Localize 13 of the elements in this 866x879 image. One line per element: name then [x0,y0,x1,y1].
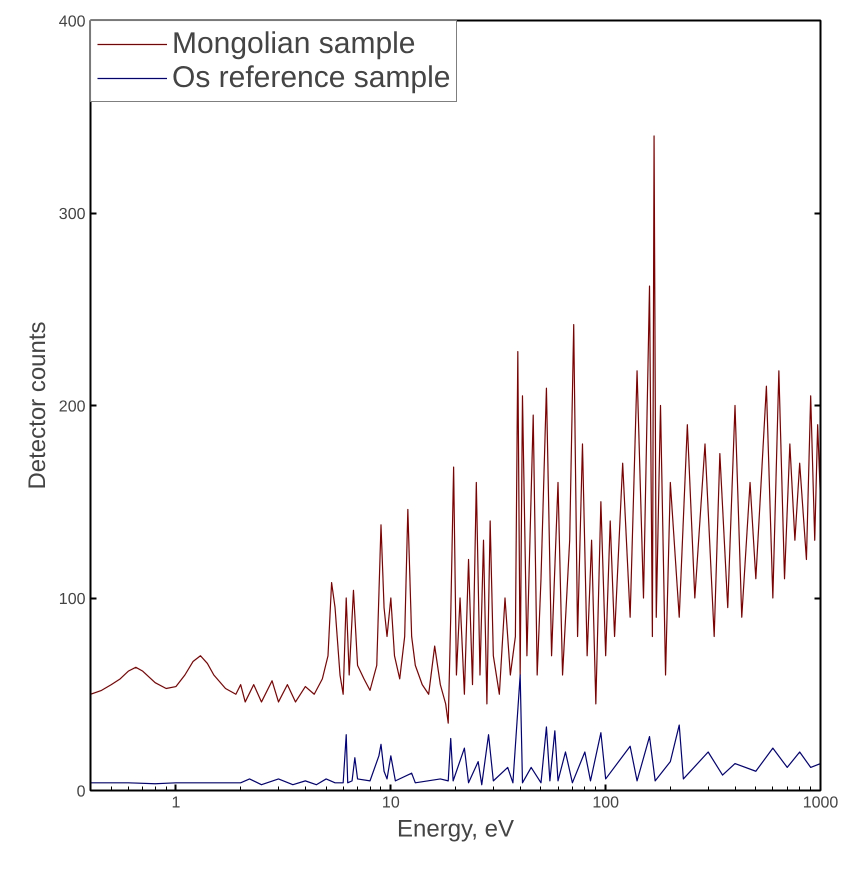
legend-label: Os reference sample [172,61,450,95]
y-tick-label: 200 [58,398,86,416]
y-tick-label: 400 [58,14,86,30]
x-axis-title: Energy, eV [397,816,514,842]
x-tick-label: 1000 [802,794,838,812]
x-tick-label: 1 [172,794,181,812]
legend-label: Mongolian sample [172,27,416,61]
y-axis-title: Detector counts [24,321,51,490]
y-tick-label: 0 [76,784,86,800]
x-tick-label: 10 [382,794,400,812]
x-tick-label: 100 [592,794,620,812]
y-tick-label: 300 [58,206,86,223]
y-tick-label: 100 [58,591,86,608]
